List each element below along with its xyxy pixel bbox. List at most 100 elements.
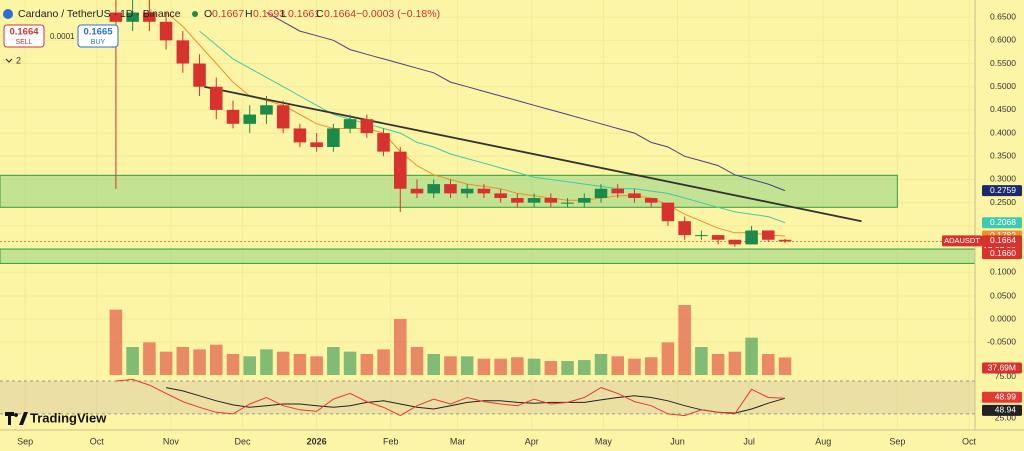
y-tick-label: 0.3500 (990, 151, 1016, 161)
symbol-title[interactable]: Cardano / TetherUS · 1D · Binance (18, 8, 181, 20)
candle-body (143, 12, 156, 22)
candle-body (494, 193, 507, 199)
buy-label: BUY (91, 39, 106, 46)
rsi-band (0, 381, 975, 414)
volume-bar (511, 357, 524, 375)
ma-price-label: 0.2759 (990, 185, 1016, 195)
candle-body (260, 105, 273, 115)
volume-bar (527, 358, 541, 375)
x-tick-label: 2026 (307, 436, 327, 446)
ohlc-change: −0.0003 (−0.18%) (356, 8, 440, 20)
x-tick-label: Oct (90, 436, 105, 446)
candle-body (711, 235, 725, 240)
candle-body (695, 235, 708, 237)
logo-text: TradingView (30, 410, 107, 425)
rsi-value-label-bg (982, 391, 1022, 403)
candle-body (477, 188, 491, 194)
rsi-tick-label: 75.00 (995, 371, 1017, 381)
volume-bar (293, 354, 307, 375)
candle-body (594, 188, 608, 199)
ohlc-high: 0.1693 (253, 8, 285, 20)
sell-price: 0.1664 (9, 27, 39, 38)
candle-body (377, 133, 390, 152)
candle-body (109, 12, 123, 22)
ohlc-low: 0.1661 (288, 8, 320, 20)
volume-bar (209, 344, 223, 375)
symbol-tag: ADAUSDT (944, 236, 980, 245)
candle-body (778, 239, 792, 242)
rsi-line (115, 378, 786, 417)
indicator-tick-label: -0.0500 (987, 336, 1016, 346)
candle-body (360, 119, 374, 134)
volume-bar (578, 360, 591, 375)
ohlc-l-label: L (281, 8, 287, 20)
candle-body (343, 119, 357, 129)
candle-body (578, 198, 591, 203)
volume-bar (544, 361, 558, 375)
moving-average (266, 12, 786, 192)
rsi-tick-label: 25.00 (995, 412, 1017, 422)
candle-body (762, 230, 775, 240)
sell-button[interactable] (3, 24, 45, 48)
bid-price-label: 0.1660 (990, 248, 1016, 258)
volume-bar (143, 342, 156, 375)
volume-bar (260, 349, 273, 375)
ohlc-open: 0.1667 (212, 8, 244, 20)
volume-bar (159, 351, 173, 375)
volume-label-bg (982, 362, 1022, 374)
candle-body (159, 21, 173, 41)
symbol-tag-bg (942, 235, 982, 247)
sell-label: SELL (15, 39, 32, 46)
x-tick-label: Oct (962, 436, 977, 446)
indicator-tick-label: 0.0500 (990, 290, 1016, 300)
ohlc-o-label: O (204, 8, 212, 20)
ma-price-label-bg (982, 217, 1022, 229)
candle-body (226, 109, 240, 124)
volume-bar (695, 347, 708, 375)
volume-bar (327, 347, 340, 375)
y-tick-label: 0.5500 (990, 58, 1016, 68)
volume-bar (494, 358, 507, 375)
x-tick-label: Sep (17, 436, 33, 446)
candle-body (561, 202, 574, 204)
candle-body (293, 128, 307, 143)
candle-body (544, 198, 558, 203)
indicator-tick-label: 0.0000 (990, 313, 1016, 323)
candle-body (644, 198, 658, 203)
x-tick-label: Nov (163, 436, 180, 446)
ohlc-c-label: C (316, 8, 324, 20)
ma-price-label: 0.1782 (990, 230, 1016, 240)
x-tick-label: Aug (815, 436, 831, 446)
volume-bar (644, 357, 658, 375)
x-tick-label: Sep (889, 436, 905, 446)
volume-label: 37.69M (988, 362, 1016, 372)
header: Cardano / TetherUS · 1D · Binance O 0.16… (3, 8, 440, 65)
volume-bar (394, 319, 407, 375)
rsi-ma-label: 48.94 (995, 405, 1017, 415)
x-tick-label: May (595, 436, 613, 446)
volume-bar (460, 356, 474, 375)
y-tick-label: 0.4000 (990, 127, 1016, 137)
buy-button[interactable] (77, 24, 119, 48)
candle-body (678, 221, 691, 236)
volume-bar (745, 337, 758, 375)
spread: 0.0001 (50, 32, 75, 41)
last-price-label: 0.1664 (990, 235, 1016, 245)
volume-bar (109, 309, 123, 375)
x-tick-label: Feb (383, 436, 399, 446)
y-tick-label: 0.5000 (990, 81, 1016, 91)
ma-price-label-bg (982, 185, 1022, 197)
collapse-chevron[interactable] (5, 58, 13, 63)
indicator-count[interactable]: 2 (16, 55, 21, 65)
moving-average (199, 30, 786, 224)
x-tick-label: Apr (525, 436, 539, 446)
candle-body (661, 202, 675, 222)
candle-body (310, 142, 323, 148)
volume-bar (377, 349, 390, 375)
candle-body (444, 184, 457, 194)
x-tick-label: Mar (450, 436, 466, 446)
volume-bar (310, 356, 323, 375)
logo: TradingView (5, 410, 107, 425)
